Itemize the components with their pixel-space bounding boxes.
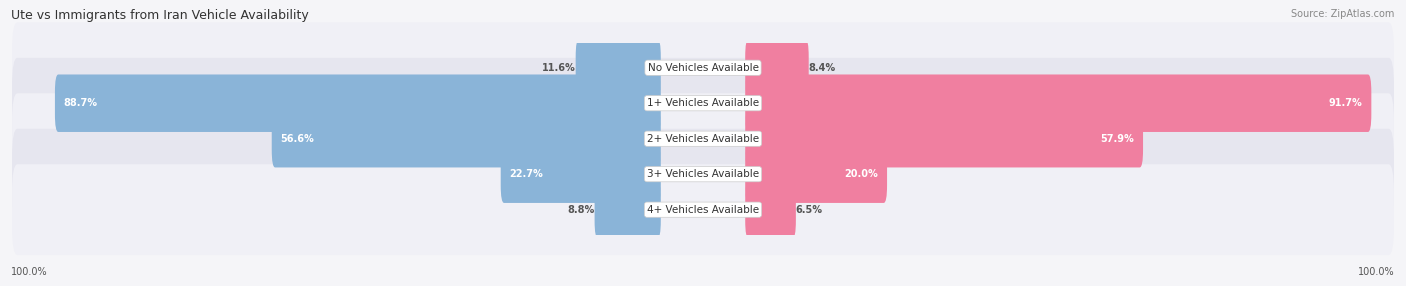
Text: 91.7%: 91.7% xyxy=(1329,98,1362,108)
Text: 8.8%: 8.8% xyxy=(568,205,595,215)
Text: 100.0%: 100.0% xyxy=(11,267,48,277)
FancyBboxPatch shape xyxy=(745,39,808,96)
Text: No Vehicles Available: No Vehicles Available xyxy=(648,63,758,73)
FancyBboxPatch shape xyxy=(13,164,1393,255)
Text: 22.7%: 22.7% xyxy=(509,169,543,179)
FancyBboxPatch shape xyxy=(745,74,1371,132)
Text: 100.0%: 100.0% xyxy=(1358,267,1395,277)
Text: 6.5%: 6.5% xyxy=(796,205,823,215)
Text: 1+ Vehicles Available: 1+ Vehicles Available xyxy=(647,98,759,108)
Text: Source: ZipAtlas.com: Source: ZipAtlas.com xyxy=(1291,9,1395,19)
Text: 3+ Vehicles Available: 3+ Vehicles Available xyxy=(647,169,759,179)
FancyBboxPatch shape xyxy=(745,146,887,203)
FancyBboxPatch shape xyxy=(575,39,661,96)
FancyBboxPatch shape xyxy=(13,129,1393,220)
Text: 8.4%: 8.4% xyxy=(808,63,835,73)
Text: 2+ Vehicles Available: 2+ Vehicles Available xyxy=(647,134,759,144)
Text: 88.7%: 88.7% xyxy=(63,98,97,108)
Text: 11.6%: 11.6% xyxy=(541,63,575,73)
FancyBboxPatch shape xyxy=(55,74,661,132)
Text: 57.9%: 57.9% xyxy=(1101,134,1135,144)
Text: 4+ Vehicles Available: 4+ Vehicles Available xyxy=(647,205,759,215)
Text: 56.6%: 56.6% xyxy=(281,134,315,144)
FancyBboxPatch shape xyxy=(13,93,1393,184)
FancyBboxPatch shape xyxy=(595,181,661,239)
Legend: Ute, Immigrants from Iran: Ute, Immigrants from Iran xyxy=(610,283,796,286)
FancyBboxPatch shape xyxy=(13,58,1393,149)
FancyBboxPatch shape xyxy=(501,146,661,203)
Text: 20.0%: 20.0% xyxy=(845,169,879,179)
FancyBboxPatch shape xyxy=(745,181,796,239)
FancyBboxPatch shape xyxy=(13,22,1393,113)
FancyBboxPatch shape xyxy=(271,110,661,168)
Text: Ute vs Immigrants from Iran Vehicle Availability: Ute vs Immigrants from Iran Vehicle Avai… xyxy=(11,9,309,21)
FancyBboxPatch shape xyxy=(745,110,1143,168)
